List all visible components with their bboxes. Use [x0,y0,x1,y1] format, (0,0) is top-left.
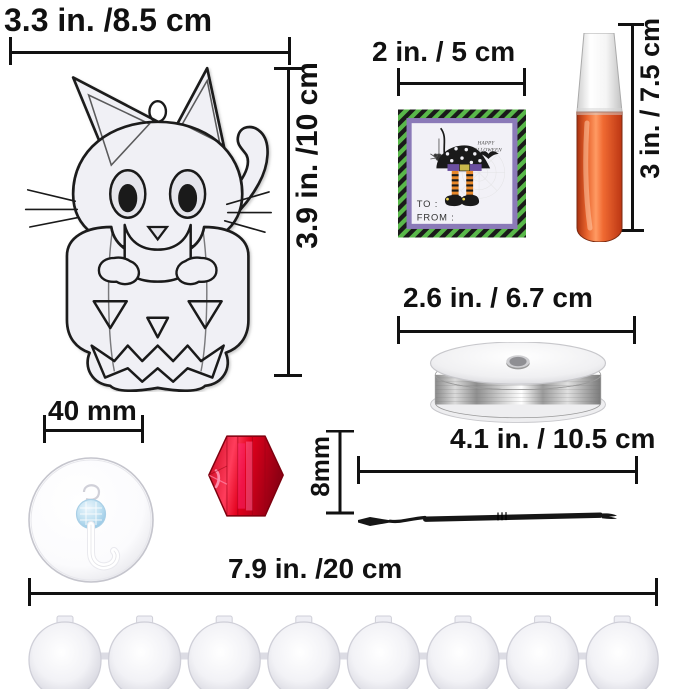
svg-text:FROM :: FROM : [417,212,455,222]
svg-text:TO :: TO : [417,199,438,209]
svg-text:HAPPY: HAPPY [477,140,496,146]
